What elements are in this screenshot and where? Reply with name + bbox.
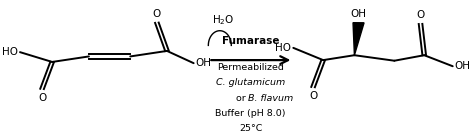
Text: or: or — [236, 94, 248, 103]
Text: OH: OH — [195, 58, 211, 68]
Text: OH: OH — [351, 9, 366, 19]
Text: Buffer (pH 8.0): Buffer (pH 8.0) — [215, 109, 286, 118]
Text: Permeabilized: Permeabilized — [217, 63, 284, 72]
Text: OH: OH — [454, 61, 470, 71]
Text: O: O — [38, 93, 46, 103]
Text: Fumarase: Fumarase — [222, 36, 280, 45]
Text: H$_2$O: H$_2$O — [212, 13, 234, 27]
Text: B. flavum: B. flavum — [248, 94, 293, 103]
Text: O: O — [417, 10, 425, 20]
Text: O: O — [309, 91, 317, 101]
Text: 25°C: 25°C — [239, 124, 262, 133]
Text: HO: HO — [2, 47, 18, 57]
Text: O: O — [153, 9, 161, 19]
Text: HO: HO — [275, 43, 292, 53]
Text: C. glutamicum: C. glutamicum — [216, 78, 285, 87]
Polygon shape — [353, 23, 364, 55]
